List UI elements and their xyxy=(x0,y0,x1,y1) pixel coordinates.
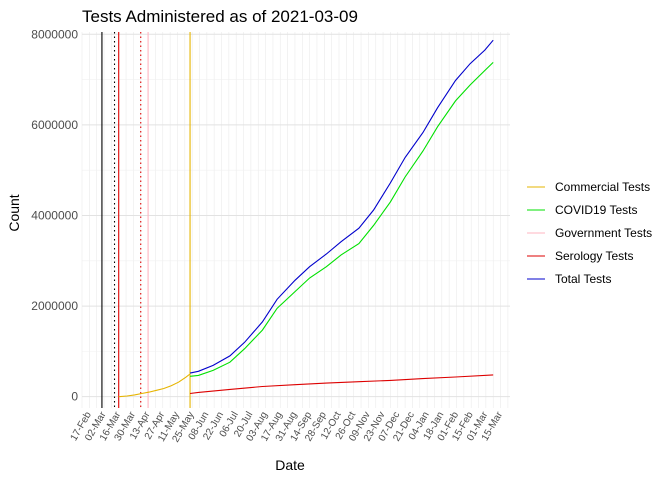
y-tick-label: 4000000 xyxy=(31,208,78,222)
y-axis-ticks: 0 2000000 4000000 6000000 8000000 xyxy=(31,27,78,403)
legend-label: Government Tests xyxy=(555,226,652,240)
chart-title: Tests Administered as of 2021-03-09 xyxy=(82,7,358,26)
series-line-total-tests xyxy=(189,39,494,374)
plot-grid xyxy=(81,32,510,408)
series-line-covid19-tests xyxy=(189,62,494,377)
series-lines xyxy=(118,39,494,398)
y-tick-label: 6000000 xyxy=(31,118,78,132)
x-axis-ticks: 17-Feb02-Mar16-Mar30-Mar13-Apr27-Apr11-M… xyxy=(69,409,506,444)
series-line-commercial-tests xyxy=(118,373,191,398)
x-axis-title: Date xyxy=(275,457,305,473)
legend-label: Commercial Tests xyxy=(555,180,650,194)
series-line-serology-tests xyxy=(189,374,494,395)
legend-label: Total Tests xyxy=(555,272,611,286)
legend-label: Serology Tests xyxy=(555,249,634,263)
y-tick-label: 0 xyxy=(71,390,78,404)
y-tick-label: 8000000 xyxy=(31,27,78,41)
y-axis-title: Count xyxy=(6,194,22,231)
legend: Commercial Tests COVID19 Tests Government … xyxy=(527,180,652,286)
y-tick-label: 2000000 xyxy=(31,299,78,313)
vertical-reference-lines xyxy=(101,32,191,408)
legend-label: COVID19 Tests xyxy=(555,203,637,217)
